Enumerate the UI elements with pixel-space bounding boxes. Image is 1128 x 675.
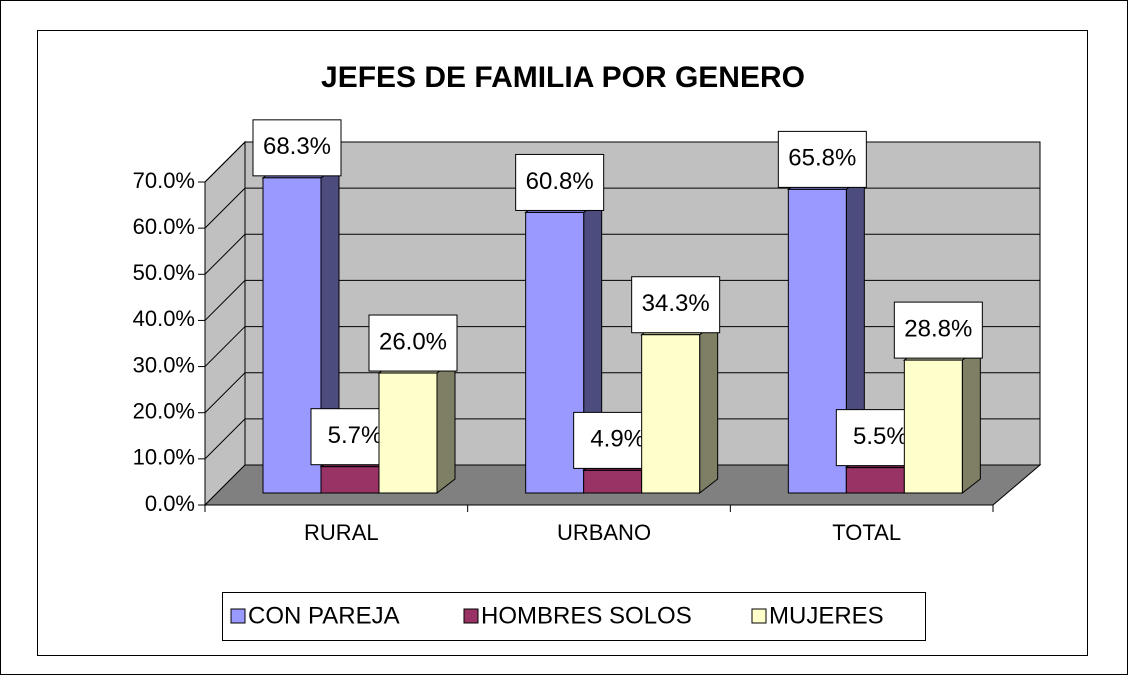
legend-swatch (463, 608, 479, 624)
grid-line (204, 372, 1040, 414)
bar (641, 334, 701, 494)
grid-line (204, 326, 1040, 367)
bar-side (436, 358, 456, 495)
x-tick-label: TOTAL (832, 520, 901, 545)
value-label-box (368, 314, 458, 372)
grid-line (204, 141, 1040, 183)
side-wall (204, 140, 246, 507)
bar (583, 469, 643, 494)
legend-swatch (230, 608, 246, 624)
value-label: 28.8% (904, 315, 972, 342)
value-label-box (631, 276, 721, 334)
x-tick-label: RURAL (304, 520, 379, 545)
value-label-box (893, 301, 983, 359)
bar (320, 466, 380, 494)
legend-label: CON PAREJA (248, 602, 400, 629)
value-label: 65.8% (788, 145, 856, 172)
bar (378, 372, 438, 494)
chart-title: JEFES DE FAMILIA POR GENERO (321, 61, 805, 94)
x-tick-label: URBANO (557, 520, 651, 545)
value-label: 68.3% (263, 133, 331, 160)
value-label: 60.8% (526, 168, 594, 195)
value-label-box (252, 119, 342, 177)
y-tick-label: 50.0% (133, 260, 195, 285)
y-tick-label: 20.0% (133, 399, 195, 424)
bar-side (699, 319, 719, 495)
grid-line (204, 233, 1040, 275)
grid-line (204, 418, 1040, 460)
y-tick-label: 30.0% (133, 352, 195, 377)
y-tick-label: 70.0% (133, 168, 195, 193)
grid-line (204, 187, 1040, 229)
y-tick-label: 0.0% (145, 491, 195, 516)
value-label-box (515, 153, 605, 211)
value-label-box (777, 130, 867, 188)
y-tick-label: 40.0% (133, 306, 195, 331)
bar-side (961, 345, 981, 495)
legend-label: MUJERES (769, 602, 884, 629)
legend-swatch (751, 608, 767, 624)
legend-label: HOMBRES SOLOS (481, 602, 692, 629)
bar (845, 467, 905, 494)
grid-line (204, 279, 1040, 321)
y-tick-label: 60.0% (133, 214, 195, 239)
value-label: 5.5% (853, 423, 908, 450)
value-label: 34.3% (642, 290, 710, 317)
value-label: 4.9% (590, 426, 645, 453)
value-label: 26.0% (379, 328, 447, 355)
y-tick-label: 10.0% (133, 445, 195, 470)
bar (903, 359, 963, 494)
value-label: 5.7% (328, 422, 383, 449)
legend-box (222, 592, 926, 641)
